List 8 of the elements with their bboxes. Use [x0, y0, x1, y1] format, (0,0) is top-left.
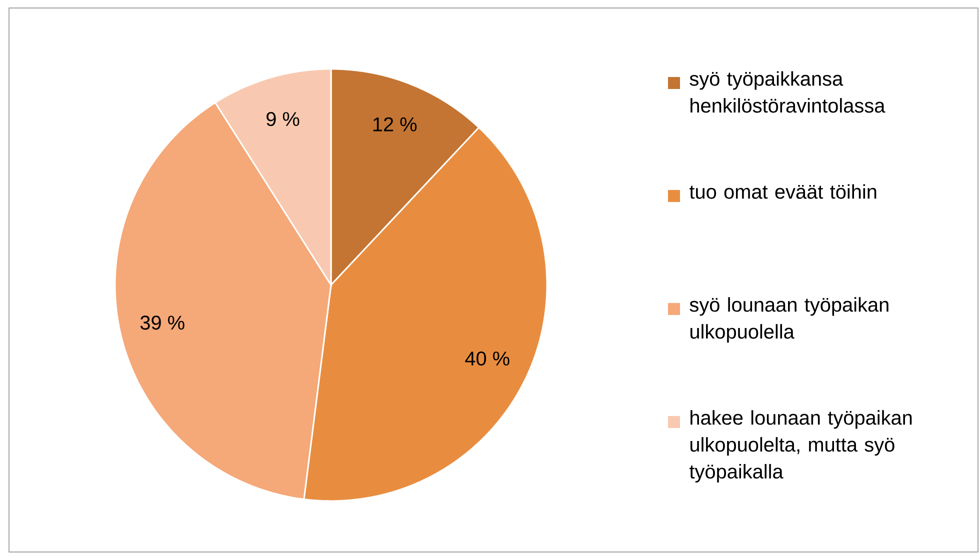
data-label: 12 %: [373, 117, 417, 132]
legend-label: tuo omat eväät töihin: [690, 184, 876, 199]
data-label: 39 %: [140, 316, 184, 330]
legend-label: syö lounaan työpaikan ulkopuolella: [690, 297, 888, 343]
legend-label: syö työpaikkansa henkilöstöravintolassa: [690, 71, 886, 113]
data-label: 9 %: [266, 112, 300, 126]
legend-label: hakee lounaan työpaikan ulkopuolelta, mutta syö työpaikalla: [690, 410, 912, 483]
data-label: 40 %: [465, 352, 510, 366]
